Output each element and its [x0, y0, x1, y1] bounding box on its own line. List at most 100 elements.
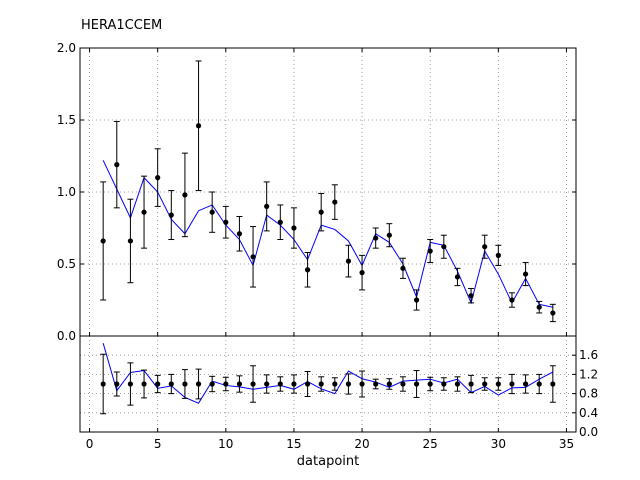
ratio-data-marker: [223, 381, 229, 387]
ratio-data-marker: [495, 381, 501, 387]
ratio-data-marker: [454, 381, 461, 387]
ratio-data-point: [359, 370, 366, 398]
ratio-data-marker: [304, 381, 311, 387]
x-tick-label: 15: [286, 437, 301, 451]
main-data-marker: [509, 297, 515, 303]
ratio-data-marker: [114, 381, 120, 387]
main-data-marker: [454, 274, 461, 280]
main-data-point: [141, 175, 148, 249]
main-data-marker: [236, 231, 243, 237]
main-data-point: [127, 198, 134, 284]
x-tick-label: 20: [354, 437, 369, 451]
main-data-point: [195, 60, 202, 192]
ratio-data-point: [290, 374, 297, 394]
ratio-data-marker: [195, 381, 202, 387]
main-data-point: [549, 303, 556, 323]
ratio-data-series: [100, 353, 556, 415]
main-data-marker: [482, 244, 488, 250]
main-data-marker: [304, 267, 311, 273]
main-data-series: [100, 60, 556, 323]
main-data-point: [222, 205, 229, 239]
main-data-point: [318, 192, 325, 232]
ratio-data-point: [468, 374, 475, 394]
main-data-marker: [155, 175, 161, 181]
ratio-data-marker: [373, 381, 379, 387]
ratio-data-point: [508, 373, 515, 395]
main-data-marker: [250, 254, 256, 260]
ratio-data-point: [277, 376, 284, 392]
main-data-marker: [495, 252, 501, 258]
main-data-point: [468, 287, 475, 304]
ratio-data-point: [440, 377, 447, 391]
ratio-data-marker: [318, 381, 324, 387]
main-data-point: [413, 289, 420, 311]
main-y-tick-label: 1.0: [57, 185, 76, 199]
main-data-point: [427, 239, 434, 264]
main-data-point: [508, 292, 515, 308]
ratio-data-marker: [427, 381, 433, 387]
ratio-data-marker: [345, 381, 352, 387]
ratio-data-marker: [291, 381, 297, 387]
main-data-marker: [127, 238, 134, 244]
ratio-data-point: [263, 374, 270, 394]
ratio-data-point: [304, 371, 311, 397]
ratio-data-point: [399, 376, 406, 392]
ratio-data-marker: [277, 381, 283, 387]
x-tick-label: 0: [86, 437, 94, 451]
ratio-data-point: [372, 378, 379, 390]
main-data-marker: [100, 238, 106, 244]
ratio-data-point: [318, 376, 325, 392]
ratio-data-marker: [536, 381, 542, 387]
main-data-marker: [413, 297, 420, 303]
main-data-point: [536, 300, 543, 314]
ratio-y-tick-label: 1.2: [579, 367, 598, 381]
ratio-data-marker: [550, 381, 556, 387]
ratio-data-marker: [332, 381, 338, 387]
ratio-data-marker: [441, 381, 447, 387]
ratio-data-point: [549, 365, 556, 403]
main-data-marker: [400, 265, 406, 271]
main-data-marker: [182, 192, 188, 198]
x-axis-label: datapoint: [297, 454, 359, 469]
ratio-data-point: [331, 377, 338, 391]
main-data-marker: [141, 209, 147, 215]
ratio-data-marker: [141, 381, 147, 387]
ratio-data-point: [427, 376, 434, 392]
main-data-marker: [345, 258, 352, 264]
main-data-marker: [277, 219, 283, 225]
main-data-point: [263, 181, 270, 232]
x-tick-label: 25: [423, 437, 438, 451]
main-data-marker: [332, 199, 338, 205]
ratio-theory-series: [102, 343, 554, 404]
ratio-data-point: [236, 375, 243, 393]
main-data-point: [250, 226, 257, 288]
main-data-point: [154, 148, 161, 207]
main-data-marker: [386, 232, 392, 238]
ratio-data-marker: [359, 381, 365, 387]
ratio-data-point: [195, 368, 202, 400]
main-data-marker: [441, 244, 447, 250]
ratio-data-point: [345, 373, 352, 395]
ratio-data-marker: [468, 381, 474, 387]
ratio-data-marker: [236, 381, 243, 387]
ratio-y-tick-label: 0.0: [579, 425, 598, 439]
main-data-point: [236, 215, 243, 252]
ratio-data-point: [113, 371, 120, 397]
main-data-point: [331, 184, 338, 220]
ratio-data-marker: [155, 381, 161, 387]
x-axis: 0 5 10 15 20 25 30 35: [86, 48, 574, 451]
main-data-point: [522, 262, 529, 287]
ratio-theory-line: [102, 343, 554, 404]
ratio-data-point: [141, 369, 148, 399]
ratio-data-point: [222, 376, 229, 392]
main-data-point: [209, 191, 216, 233]
main-data-point: [168, 190, 175, 241]
main-data-point: [481, 234, 488, 259]
ratio-data-point: [100, 353, 107, 415]
ratio-data-point: [168, 373, 175, 395]
ratio-data-marker: [413, 381, 420, 387]
ratio-data-point: [454, 376, 461, 392]
ratio-data-marker: [509, 381, 515, 387]
main-data-marker: [114, 162, 120, 168]
ratio-data-marker: [400, 381, 406, 387]
